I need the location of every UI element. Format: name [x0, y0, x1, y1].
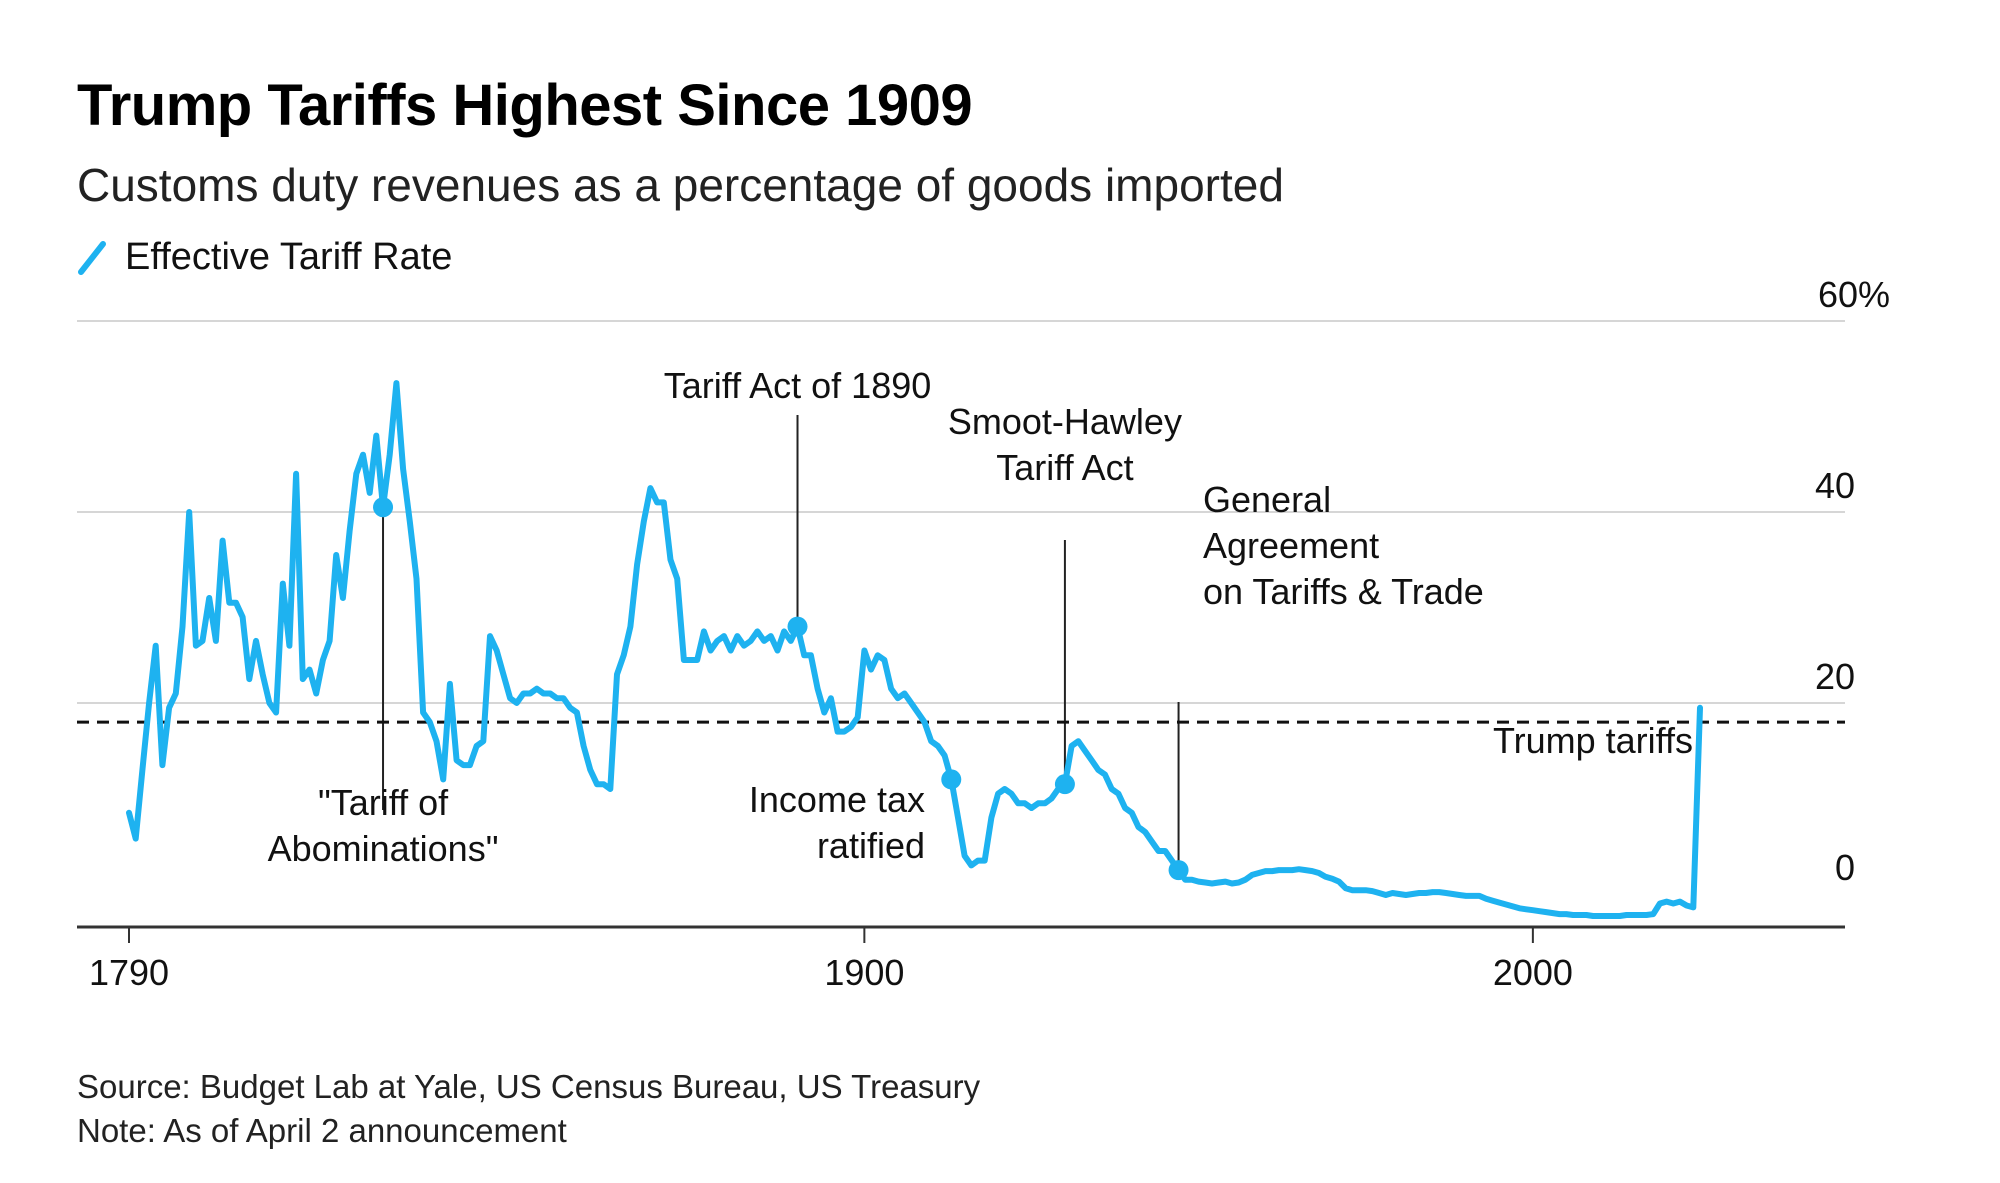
- y-tick-label-60: 60%: [1818, 274, 1890, 315]
- source-note: Source: Budget Lab at Yale, US Census Bu…: [77, 1068, 981, 1105]
- annotation-label-smoot-hawley: Smoot-Hawley: [948, 401, 1182, 442]
- chart-title: Trump Tariffs Highest Since 1909: [77, 73, 973, 138]
- series-line-effective-tariff-rate: [126, 380, 1703, 919]
- annotation-label-gatt: on Tariffs & Trade: [1203, 571, 1484, 612]
- annotation-marker-abominations: [373, 497, 394, 518]
- annotation-label-abominations: Abominations": [268, 828, 499, 869]
- x-tick-label-2000: 2000: [1493, 952, 1573, 993]
- annotation-marker-gatt: [1168, 860, 1189, 881]
- chart-subtitle: Customs duty revenues as a percentage of…: [77, 159, 1284, 211]
- annotation-marker-income-tax: [941, 769, 962, 790]
- annotation-marker-smoot-hawley: [1054, 774, 1075, 795]
- x-tick-label-1790: 1790: [89, 952, 169, 993]
- y-tick-label-0: 0: [1835, 847, 1855, 888]
- annotation-label-gatt: Agreement: [1203, 525, 1379, 566]
- footnote: Note: As of April 2 announcement: [77, 1112, 567, 1149]
- annotation-label-abominations: "Tariff of: [318, 782, 449, 823]
- y-tick-label-40: 40: [1815, 465, 1855, 506]
- annotation-label-trump: Trump tariffs: [1493, 720, 1693, 761]
- y-tick-label-20: 20: [1815, 656, 1855, 697]
- annotation-marker-act1890: [787, 616, 808, 637]
- annotation-label-gatt: General: [1203, 479, 1331, 520]
- annotation-label-act1890: Tariff Act of 1890: [664, 365, 932, 406]
- legend-swatch-icon: [78, 240, 106, 275]
- x-tick-label-1900: 1900: [824, 952, 904, 993]
- legend-label: Effective Tariff Rate: [125, 236, 453, 278]
- annotation-label-income-tax: Income tax: [749, 779, 925, 820]
- annotation-label-smoot-hawley: Tariff Act: [996, 447, 1133, 488]
- annotation-label-income-tax: ratified: [817, 825, 925, 866]
- legend: Effective Tariff Rate: [77, 236, 452, 279]
